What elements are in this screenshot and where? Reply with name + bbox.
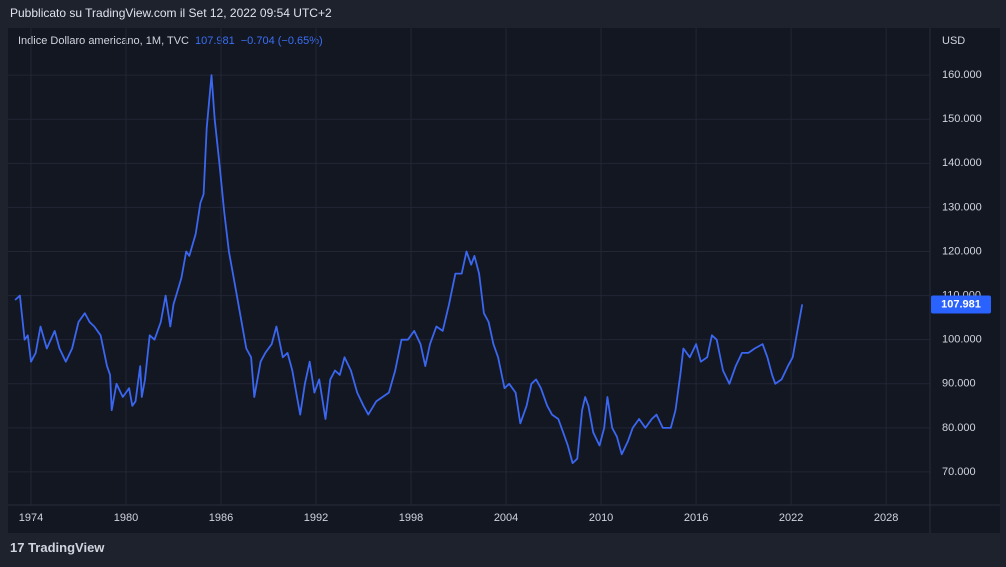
x-tick-label: 2004 [494,512,518,524]
x-tick-label: 1998 [399,512,423,524]
x-tick-label: 1980 [114,512,138,524]
y-tick-label: 80.000 [942,422,976,434]
last-price-tag [931,295,991,314]
price-line [14,74,804,464]
x-tick-label: 2016 [684,512,708,524]
x-tick-label: 1974 [19,512,43,524]
footer-brand: 17 TradingView [10,540,105,555]
x-tick-label: 1992 [304,512,328,524]
x-tick-label: 1986 [209,512,233,524]
y-tick-label: 120.000 [942,245,982,257]
y-tick-label: 150.000 [942,113,982,125]
x-tick-label: 2022 [779,512,803,524]
x-tick-label: 2028 [874,512,898,524]
legend-change: −0.704 (−0.65%) [241,35,323,47]
published: Pubblicato su TradingView.com il Set 12,… [10,6,332,20]
legend-last: 107.981 [195,35,235,47]
last-price-label: 107.981 [941,298,981,310]
y-tick-label: 100.000 [942,334,982,346]
y-tick-label: 140.000 [942,157,982,169]
brand: TradingView [28,540,105,555]
plot-background [8,28,1000,533]
legend-title: Indice Dollaro americano, 1M, TVC [18,35,189,47]
y-tick-label: 130.000 [942,201,982,213]
y-tick-label: 160.000 [942,69,982,81]
x-tick-label: 2010 [589,512,613,524]
y-tick-label: 70.000 [942,466,976,478]
currency: USD [942,35,965,47]
y-tick-label: 90.000 [942,378,976,390]
